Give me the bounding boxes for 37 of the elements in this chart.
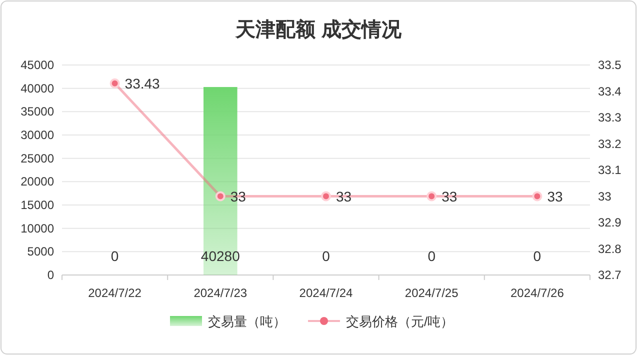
data-label: 0 xyxy=(322,248,330,264)
data-label: 40280 xyxy=(200,248,240,264)
y2-tick-label: 33.2 xyxy=(598,136,622,151)
x-tick-label: 2024/7/22 xyxy=(88,286,142,300)
data-label: 0 xyxy=(533,248,542,264)
y-tick-label: 45000 xyxy=(20,58,54,72)
x-tick-label: 2024/7/26 xyxy=(510,286,564,300)
y2-tick-label: 33.3 xyxy=(598,110,622,124)
y-tick-label: 30000 xyxy=(20,128,54,142)
y-tick-label: 40000 xyxy=(20,81,54,96)
data-label: 33 xyxy=(442,188,458,204)
data-label: 33 xyxy=(230,188,246,204)
x-tick-label: 2024/7/23 xyxy=(194,286,248,300)
y-tick-label: 35000 xyxy=(20,104,54,119)
y2-tick-label: 33.1 xyxy=(598,163,622,177)
y2-tick-label: 33 xyxy=(598,189,612,204)
chart-title: 天津配额 成交情况 xyxy=(234,18,402,41)
data-label: 33 xyxy=(336,188,352,204)
legend-label: 交易量（吨） xyxy=(208,314,286,329)
y2-tick-label: 33.4 xyxy=(598,84,622,98)
legend-label: 交易价格（元/吨） xyxy=(346,314,454,329)
y2-tick-label: 32.9 xyxy=(598,216,622,230)
y-tick-label: 0 xyxy=(47,268,54,282)
y-tick-label: 15000 xyxy=(20,198,54,212)
y-tick-label: 25000 xyxy=(20,151,54,166)
y-tick-label: 20000 xyxy=(20,174,54,189)
x-tick-label: 2024/7/24 xyxy=(299,286,354,300)
y2-tick-label: 33.5 xyxy=(598,58,622,72)
data-label: 33.43 xyxy=(124,75,160,92)
data-label: 33 xyxy=(547,188,563,204)
y-tick-label: 10000 xyxy=(20,221,54,236)
x-tick-label: 2024/7/25 xyxy=(404,286,459,300)
y-tick-label: 5000 xyxy=(27,244,54,259)
data-label: 0 xyxy=(428,248,436,264)
data-label: 0 xyxy=(110,248,119,264)
y2-tick-label: 32.7 xyxy=(598,268,622,282)
y2-tick-label: 32.8 xyxy=(598,242,622,256)
